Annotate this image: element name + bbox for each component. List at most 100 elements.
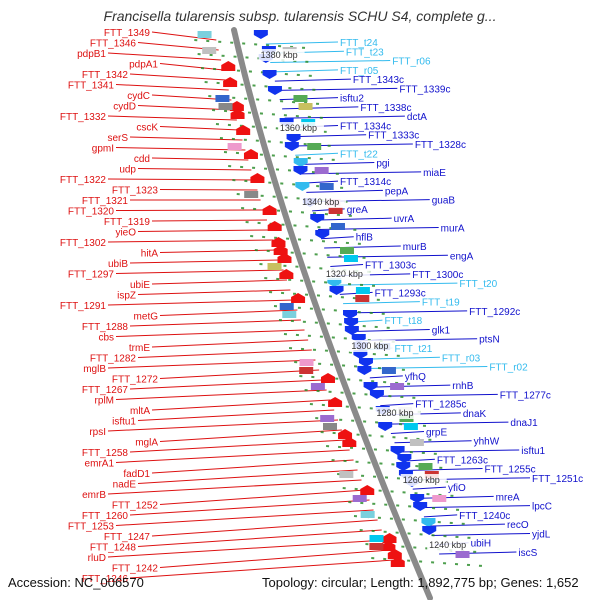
right-label-leader: [324, 245, 401, 249]
right-gene-label: murA: [441, 223, 465, 234]
left-label-leader: [107, 239, 274, 243]
ruler-label: 1320 kbp: [326, 269, 363, 279]
reverse-gene-arrow: [422, 526, 437, 535]
right-gene-label: rnhB: [452, 381, 473, 392]
left-label-leader: [137, 469, 358, 484]
label-leader-lines: [107, 31, 531, 579]
ruler-labels: 1380 kbp 1360 kbp 1340 kbp 1320 kbp 1300 kbp…: [258, 49, 474, 551]
left-label-leader: [115, 389, 327, 400]
left-gene-label: metG: [134, 312, 159, 323]
right-gene-label: guaB: [432, 196, 456, 207]
gene-block: [355, 287, 370, 294]
right-gene-label: yfhQ: [405, 372, 426, 383]
reverse-gene-arrow: [329, 286, 344, 295]
right-label-leader: [270, 60, 391, 64]
forward-gene-arrow: [262, 205, 277, 215]
ruler-label: 1380 kbp: [261, 50, 298, 60]
right-gene-label: FTT_1285c: [415, 400, 466, 411]
left-label-leader: [129, 136, 243, 141]
reverse-gene-arrow: [267, 86, 282, 95]
left-gene-label: nadE: [113, 480, 137, 491]
right-gene-label: grpE: [426, 427, 447, 438]
right-label-leader: [321, 236, 354, 240]
left-label-leader: [151, 339, 309, 348]
forward-gene-arrow: [229, 101, 244, 111]
gene-block: [330, 223, 345, 230]
reverse-gene-arrow: [378, 422, 393, 431]
right-gene-label: FTT_t21: [395, 344, 433, 355]
left-label-leader: [129, 319, 301, 327]
right-label-leader: [423, 514, 458, 518]
right-gene-label: FTT_1277c: [500, 390, 551, 401]
forward-gene-arrow: [271, 237, 286, 247]
left-label-leader: [137, 229, 271, 232]
gene-block: [352, 495, 367, 502]
forward-gene-arrow: [390, 557, 405, 567]
right-label-leader: [282, 106, 359, 110]
right-label-leader: [427, 523, 505, 527]
left-gene-label: rpsI: [89, 427, 106, 438]
left-gene-label: FTT_1247: [104, 532, 151, 543]
left-label-leader: [107, 419, 339, 432]
right-label-leader: [289, 134, 367, 138]
left-label-leader: [151, 519, 378, 537]
gene-block: [409, 439, 424, 446]
right-label-leader: [274, 78, 351, 82]
right-gene-label: pgi: [376, 159, 389, 170]
right-gene-label: murB: [403, 242, 427, 253]
left-label-leader: [137, 529, 382, 547]
right-gene-label: FTT_t18: [384, 316, 422, 327]
gene-block: [293, 95, 308, 102]
left-gene-label: ispZ: [117, 291, 136, 302]
left-gene-label: isftu1: [112, 417, 136, 428]
right-gene-label: lpcC: [532, 502, 552, 513]
right-label-leader: [265, 41, 339, 45]
gene-block: [202, 47, 217, 54]
forward-gene-arrow: [277, 253, 292, 263]
right-gene-label: FTT_1293c: [375, 288, 426, 299]
right-gene-label: FTT_1334c: [340, 121, 391, 132]
gene-block: [369, 543, 384, 550]
right-gene-label: FTT_1240c: [459, 511, 510, 522]
reverse-gene-arrow: [343, 310, 358, 319]
left-gene-label: FTT_1297: [68, 270, 115, 281]
left-gene-label: pdpA1: [129, 60, 158, 71]
left-gene-label: mglB: [83, 364, 106, 375]
forward-gene-arrow: [360, 485, 375, 495]
gene-block: [339, 247, 354, 254]
left-label-leader: [151, 279, 287, 285]
gene-block: [299, 367, 314, 374]
forward-gene-arrow: [338, 429, 353, 439]
forward-gene-arrow: [236, 125, 251, 135]
ruler-label-bg: [323, 268, 370, 280]
ruler-label: 1360 kbp: [280, 123, 317, 133]
reverse-gene-arrow: [293, 166, 308, 175]
gene-block: [390, 383, 405, 390]
left-label-leader: [107, 539, 386, 558]
ruler-label: 1340 kbp: [302, 197, 339, 207]
right-label-leader: [412, 486, 446, 490]
left-label-leader: [159, 189, 258, 191]
ruler-tick: [204, 81, 317, 91]
left-gene-label: FTT_1319: [104, 217, 151, 228]
right-label-leader: [306, 189, 383, 193]
right-label-leader: [398, 449, 520, 453]
reverse-gene-arrow: [397, 454, 412, 463]
left-gene-label: FTT_1252: [112, 501, 159, 512]
right-label-leader: [373, 384, 451, 388]
forward-gene-arrow: [221, 61, 236, 71]
ruler-tick: [371, 557, 484, 567]
reverse-gene-arrow: [358, 358, 373, 367]
gene-block: [328, 207, 343, 214]
right-label-leader: [336, 282, 458, 286]
reverse-gene-arrow: [413, 502, 428, 511]
reverse-gene-arrow: [357, 366, 372, 375]
left-label-leader: [115, 209, 264, 211]
forward-gene-arrow: [381, 541, 396, 551]
left-gene-label: yieO: [115, 228, 136, 239]
right-label-leader: [277, 87, 398, 91]
left-label-leader: [129, 73, 227, 81]
forward-gene-arrow: [291, 293, 306, 303]
right-label-leader: [284, 115, 405, 119]
right-gene-label: FTT_r05: [340, 66, 379, 77]
